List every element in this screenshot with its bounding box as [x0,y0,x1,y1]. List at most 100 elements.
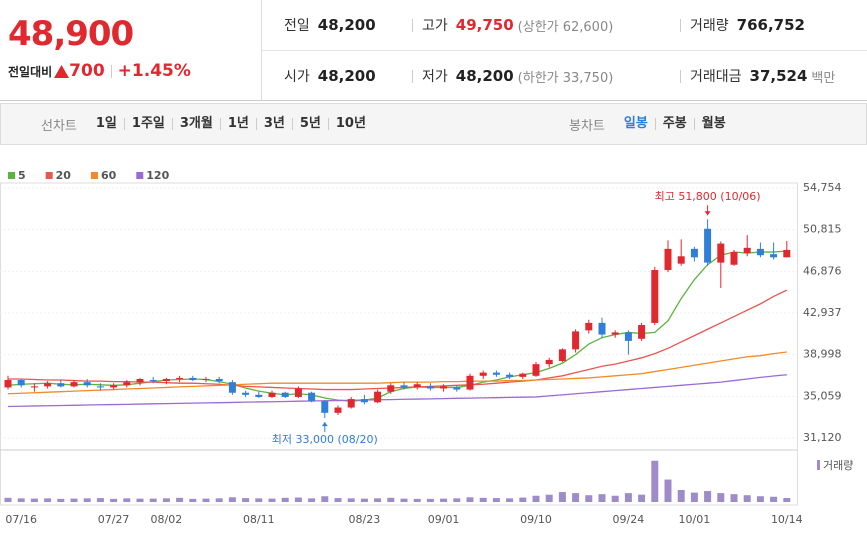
candle-body [545,359,553,365]
x-tick-label: 09/24 [613,513,645,526]
stat-label: 시가 [284,69,310,85]
candle-body [149,380,157,382]
candle-body [347,399,355,408]
volume-bar [83,498,91,502]
stat-note: (상한가 62,600) [517,19,614,35]
volume-bar [743,495,751,502]
volume-bar [123,498,131,502]
candle-body [189,377,197,381]
candle-body [215,378,223,382]
candle-body [321,401,329,413]
tab[interactable]: 3년 [255,117,292,130]
tab[interactable]: 10년 [327,117,373,130]
stat-label: 거래량 [690,18,729,34]
stat-value: 48,200 [317,16,376,34]
tab[interactable]: 일봉 [623,116,648,131]
candle-body [558,349,566,361]
candle-body [479,372,487,376]
volume-bar [281,497,289,502]
tab[interactable]: 5년 [291,117,328,130]
tab-group-label: 봉차트 [569,118,605,134]
candle-body [334,407,342,413]
volume-bar [228,497,236,502]
volume-bar [783,497,791,502]
volume-bar [572,493,580,502]
legend-label: 120 [146,169,169,182]
volume-bar [70,498,78,502]
annotation-arrowhead [704,211,711,216]
volume-bar [466,497,474,502]
volume-bar [162,498,170,502]
stat-value: 766,752 [736,16,805,34]
candle-body [57,383,65,387]
volume-bar [242,498,250,502]
tab[interactable]: 1년 [219,117,256,130]
tab[interactable]: 1일 [95,116,117,131]
candle-body [730,252,738,265]
tab[interactable]: 주봉 [654,117,694,130]
moving-average-line [7,250,787,402]
price-box: 48,900 전일대비 700 +1.45% [0,0,262,100]
candle-body [228,382,236,393]
volume-bar [202,498,210,502]
volume-bar [44,498,52,502]
stat: 저가 48,200 (하한가 33,750) [412,51,613,101]
volume-bar [110,498,118,502]
candle-body [202,378,210,381]
volume-bar [374,498,382,502]
volume-bar [334,498,342,502]
candle-body [242,392,250,395]
stat-value: 48,200 [455,67,514,85]
volume-bar [492,498,500,502]
legend-label: 60 [101,169,117,182]
change-rate: +1.45% [117,61,191,81]
stat-label: 거래대금 [690,69,742,85]
candle-body [400,385,408,388]
candle-body [360,399,368,403]
x-tick-label: 09/01 [428,513,460,526]
candle-body [532,364,540,376]
x-tick-label: 10/01 [679,513,711,526]
volume-bar [413,498,421,502]
tab[interactable]: 3개월 [171,117,220,130]
candle-body [110,385,118,388]
volume-bar [704,491,712,502]
stat: 거래대금 37,524 백만 [680,51,835,101]
x-tick-label: 07/27 [98,513,130,526]
candle-body [374,391,382,403]
volume-bar [347,498,355,502]
moving-average-line [8,289,788,391]
candle-body [4,380,12,388]
annotation: 최고 51,800 (10/06) [655,190,761,203]
volume-bar [17,498,25,502]
volume-bar [558,492,566,502]
volume-bar [30,498,38,502]
volume-bar [387,497,395,502]
candle-body [294,388,302,397]
volume-bar [545,494,553,502]
volume-bar [677,489,685,502]
candle-body [281,392,289,397]
x-tick-label: 07/16 [5,513,37,526]
legend-label: 20 [56,169,72,182]
volume-bar [294,497,302,502]
candle-body [413,384,421,388]
stats-row: 전일 48,200 고가 49,750 (상한가 62,600) 거래량 766,752 [262,0,867,50]
y-tick-label: 54,754 [803,181,842,194]
volume-bar [268,498,276,502]
tab[interactable]: 1주일 [123,117,172,130]
candle-body [387,385,395,392]
legend-swatch [136,172,144,179]
tab[interactable]: 월봉 [693,117,733,130]
volume-bar [215,498,223,502]
y-tick-label: 42,937 [803,306,842,319]
volume-bar [770,496,778,502]
volume-bar [308,498,316,502]
y-tick-label: 46,876 [803,264,842,277]
candle-body [677,256,685,264]
volume-bar [611,495,619,502]
volume-bar [453,498,461,502]
stat-value: 37,524 [749,67,808,85]
volume-bar [519,497,527,502]
stat-value: 48,200 [317,67,376,85]
